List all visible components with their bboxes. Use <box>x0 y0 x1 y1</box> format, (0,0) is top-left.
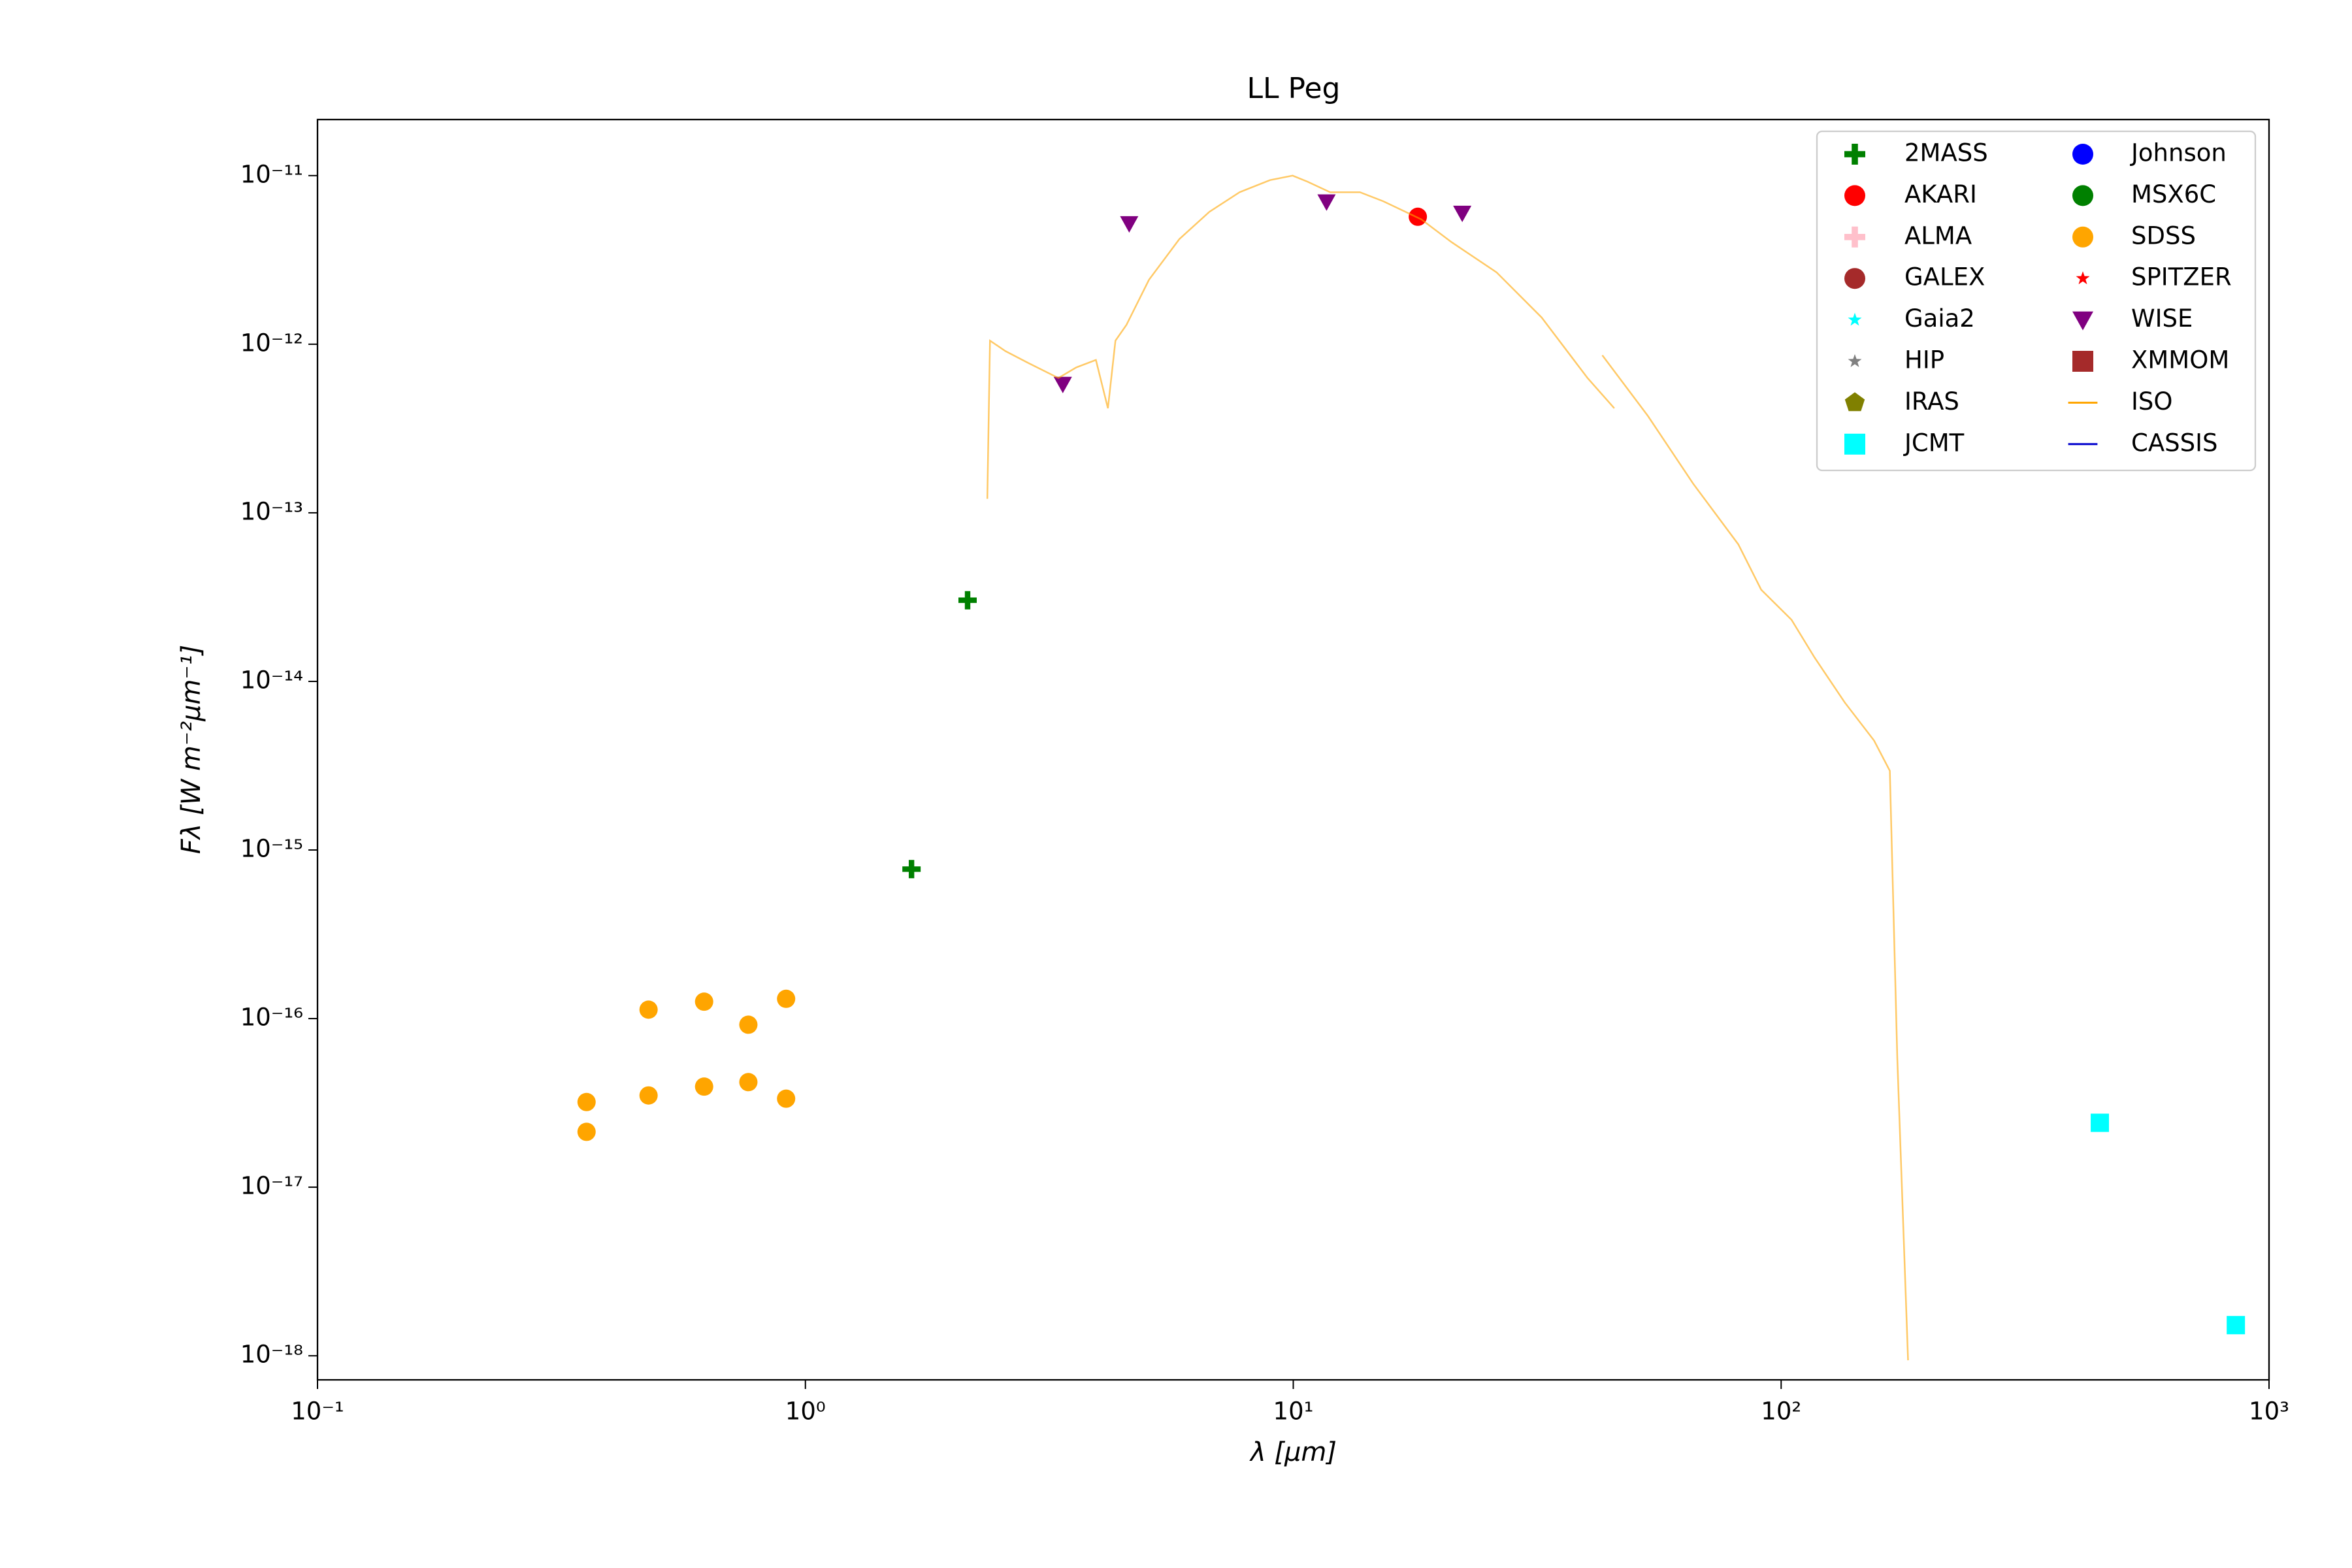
data-point <box>1120 216 1139 233</box>
legend-marker <box>2072 185 2093 206</box>
spectrum-line <box>1601 354 1909 1361</box>
data-point <box>958 591 977 610</box>
legend-label: ALMA <box>1904 221 1972 250</box>
legend-label: Gaia2 <box>1904 304 1975 333</box>
chart-title: LL Peg <box>1247 72 1341 105</box>
data-point <box>777 989 796 1008</box>
legend-label: ISO <box>2131 387 2173 416</box>
data-point <box>739 1073 758 1092</box>
legend-label: WISE <box>2131 304 2193 333</box>
x-tick-label: 10¹ <box>1273 1397 1314 1426</box>
legend-label: JCMT <box>1903 429 1965 457</box>
legend-marker <box>1844 144 1865 165</box>
y-tick-label: 10⁻¹³ <box>240 497 303 525</box>
legend-marker <box>1844 226 1865 248</box>
plot-area <box>577 174 2246 1361</box>
legend-label: SPITZER <box>2131 263 2232 291</box>
legend-marker <box>1844 185 1865 206</box>
legend-label: 2MASS <box>1904 139 1988 167</box>
x-axis-label: λ [μm] <box>1249 1437 1337 1467</box>
legend-marker <box>1848 312 1862 326</box>
legend-label: IRAS <box>1904 387 1959 416</box>
data-point <box>1453 205 1472 223</box>
y-tick-label: 10⁻¹² <box>240 329 303 357</box>
legend-label: AKARI <box>1904 180 1977 208</box>
x-tick-label: 10³ <box>2249 1397 2289 1426</box>
data-point <box>639 1000 658 1019</box>
data-point <box>577 1122 596 1141</box>
data-point <box>694 1077 713 1096</box>
legend-marker <box>2072 226 2093 248</box>
legend-label: MSX6C <box>2131 180 2216 208</box>
y-tick-label: 10⁻¹⁴ <box>240 666 303 694</box>
legend-label: SDSS <box>2131 221 2196 250</box>
data-point <box>694 992 713 1011</box>
data-point <box>1053 376 1072 393</box>
y-tick-label: 10⁻¹⁶ <box>240 1004 303 1032</box>
legend-marker <box>2072 144 2093 165</box>
legend-marker <box>1848 354 1862 367</box>
legend-label: CASSIS <box>2131 429 2218 457</box>
y-axis-label: Fλ [W m⁻²μm⁻¹] <box>176 645 206 855</box>
legend-marker <box>2072 351 2093 372</box>
data-point <box>577 1092 596 1111</box>
legend-marker <box>2076 271 2090 285</box>
y-tick-label: 10⁻¹⁷ <box>240 1172 303 1200</box>
legend-marker <box>1844 433 1865 455</box>
data-point <box>2227 1316 2246 1335</box>
legend-marker <box>1844 392 1865 412</box>
data-point <box>902 860 921 879</box>
data-point <box>1409 207 1428 226</box>
spectrum-line <box>986 174 1615 499</box>
legend-marker <box>1844 268 1865 289</box>
x-tick-label: 10⁻¹ <box>291 1397 344 1426</box>
data-point <box>2091 1113 2110 1132</box>
data-point <box>1317 194 1336 211</box>
y-tick-label: 10⁻¹⁸ <box>240 1341 303 1369</box>
legend-label: HIP <box>1904 346 1944 374</box>
data-point <box>739 1015 758 1034</box>
y-tick-label: 10⁻¹¹ <box>240 160 303 188</box>
x-tick-label: 10⁰ <box>785 1397 826 1426</box>
legend-label: Johnson <box>2130 139 2227 167</box>
legend <box>1816 130 2257 472</box>
data-point <box>639 1086 658 1105</box>
data-point <box>777 1089 796 1108</box>
y-tick-label: 10⁻¹⁵ <box>240 835 303 863</box>
x-tick-label: 10² <box>1761 1397 1801 1426</box>
legend-marker <box>2072 311 2093 331</box>
legend-label: GALEX <box>1904 263 1985 291</box>
legend-label: XMMOM <box>2131 346 2229 374</box>
